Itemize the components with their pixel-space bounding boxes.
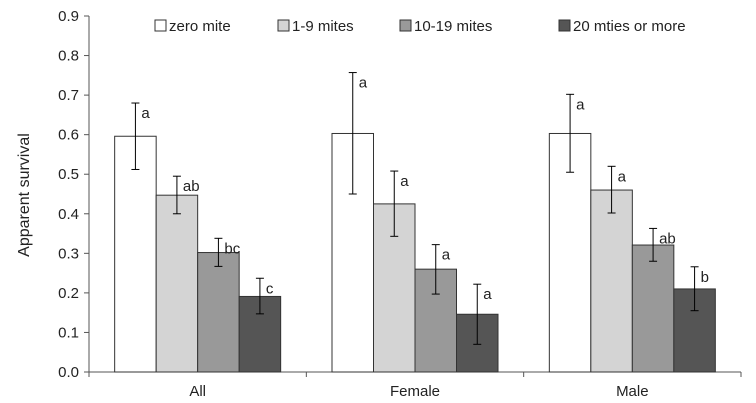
significance-label: b: [701, 269, 709, 286]
y-tick-label: 0.9: [58, 8, 79, 25]
y-tick-label: 0.4: [58, 206, 79, 223]
y-tick-label: 0.0: [58, 364, 79, 381]
legend: zero mite 1-9 mites 10-19 mites 20 mties or…: [154, 18, 686, 35]
x-category-label: Female: [390, 383, 440, 400]
significance-label: c: [266, 280, 274, 297]
significance-label: a: [442, 247, 451, 264]
bar: [548, 132, 592, 373]
y-tick-label: 0.6: [58, 127, 79, 144]
legend-swatch: [558, 19, 571, 32]
x-axis: All Female Male: [88, 371, 742, 400]
legend-swatch: [399, 19, 412, 32]
bar: [114, 135, 157, 373]
significance-label: a: [141, 105, 150, 122]
y-tick-label: 0.8: [58, 48, 79, 65]
significance-label: ab: [183, 178, 200, 195]
significance-label: a: [576, 96, 585, 113]
legend-label: 1-9 mites: [292, 18, 354, 35]
legend-label: 10-19 mites: [414, 18, 492, 35]
significance-label: bc: [224, 240, 240, 257]
x-category-label: Male: [616, 383, 649, 400]
bar: [155, 194, 199, 373]
significance-label: a: [400, 173, 409, 190]
bar: [631, 244, 675, 373]
y-tick-label: 0.7: [58, 87, 79, 104]
significance-label: ab: [659, 230, 676, 247]
legend-label: zero mite: [169, 18, 231, 35]
legend-swatch: [277, 19, 290, 32]
y-tick-label: 0.3: [58, 245, 79, 262]
bars: a ab bc c a a a a a a ab b: [114, 72, 716, 373]
y-axis: 0.0 0.1 0.2 0.3 0.4 0.5 0.6 0.7 0.8 0.9: [58, 8, 90, 381]
y-tick-label: 0.1: [58, 324, 79, 341]
x-category-label: All: [189, 383, 206, 400]
significance-label: a: [618, 168, 627, 185]
significance-label: a: [483, 286, 492, 303]
bar: [197, 252, 240, 373]
legend-label: 20 mties or more: [573, 18, 686, 35]
legend-swatch: [154, 19, 167, 32]
bar: [590, 189, 633, 373]
y-tick-label: 0.5: [58, 166, 79, 183]
significance-label: a: [359, 75, 368, 92]
y-tick-label: 0.2: [58, 285, 79, 302]
y-axis-title: Apparent survival: [16, 133, 33, 257]
